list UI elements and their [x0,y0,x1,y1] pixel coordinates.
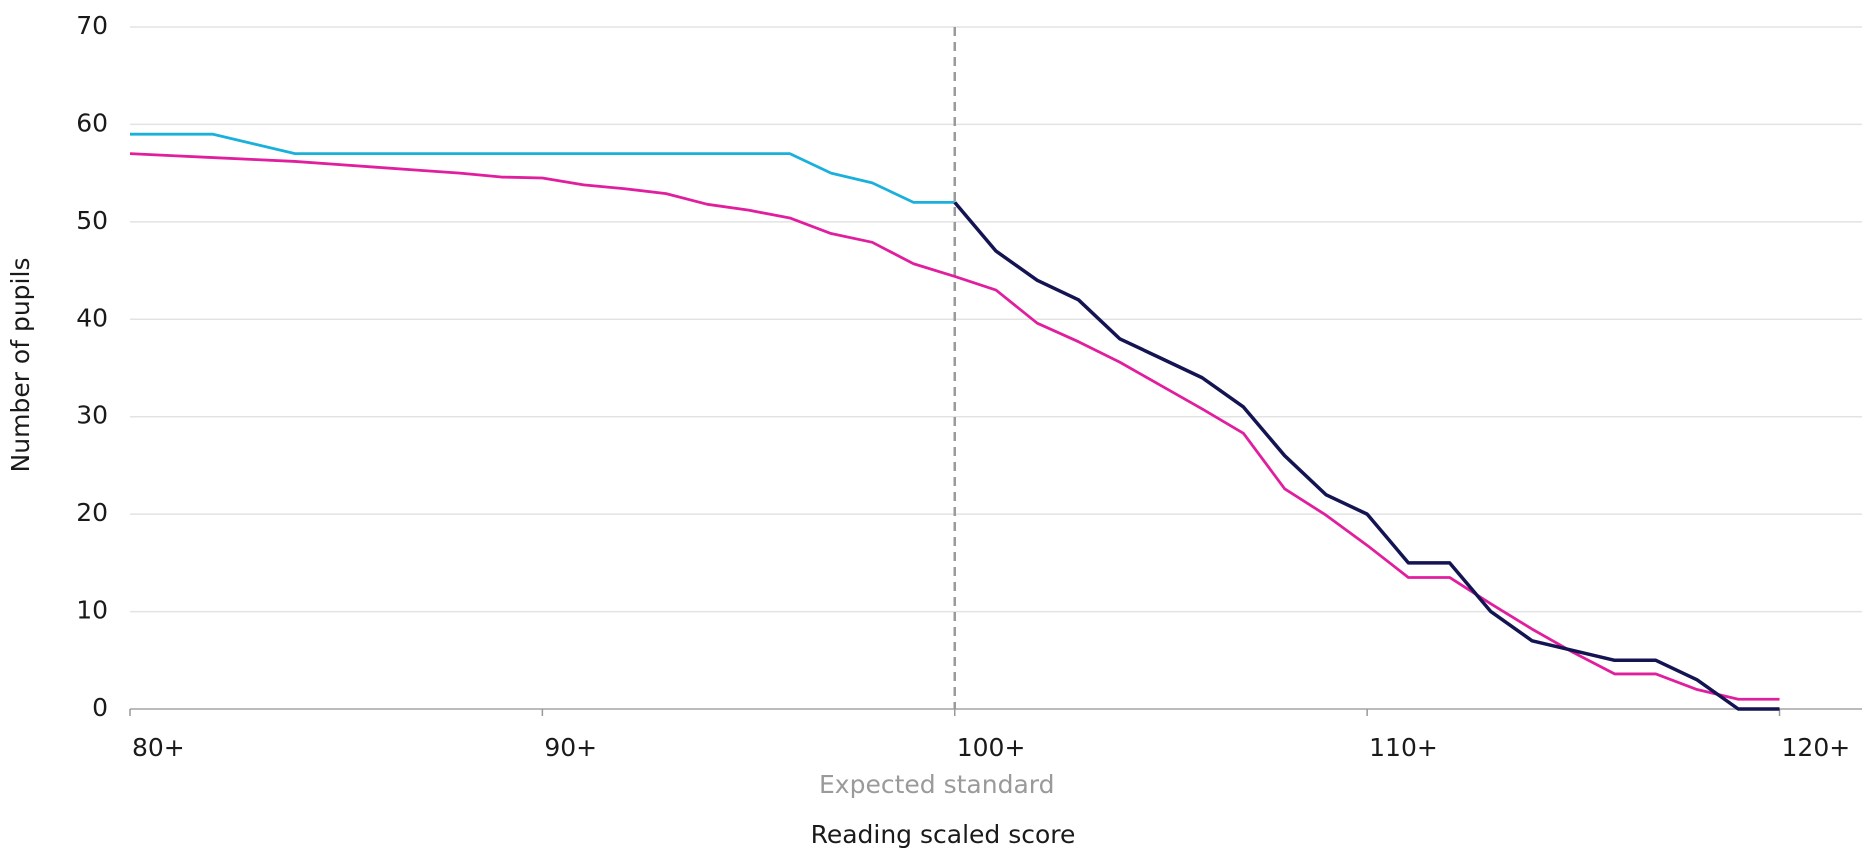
reference-label: Expected standard [819,770,1054,799]
y-tick-label: 40 [76,303,108,332]
y-tick-label: 50 [76,206,108,235]
series-line [953,201,1780,711]
y-tick-label: 60 [76,108,108,137]
y-tick-label: 20 [76,498,108,527]
y-tick-label: 0 [92,693,108,722]
x-tick-label: 120+ [1782,733,1851,762]
series-line [129,152,1780,701]
series-line [130,132,955,204]
y-tick-label: 30 [76,401,108,430]
x-axis-title: Reading scaled score [811,820,1076,849]
x-tick-label: 80+ [132,733,185,762]
x-tick-label: 100+ [957,733,1026,762]
y-tick-label: 70 [76,11,108,40]
x-tick-label: 110+ [1369,733,1438,762]
x-tick-label: 90+ [544,733,597,762]
y-axis-title: Number of pupils [6,258,35,473]
y-tick-label: 10 [76,596,108,625]
